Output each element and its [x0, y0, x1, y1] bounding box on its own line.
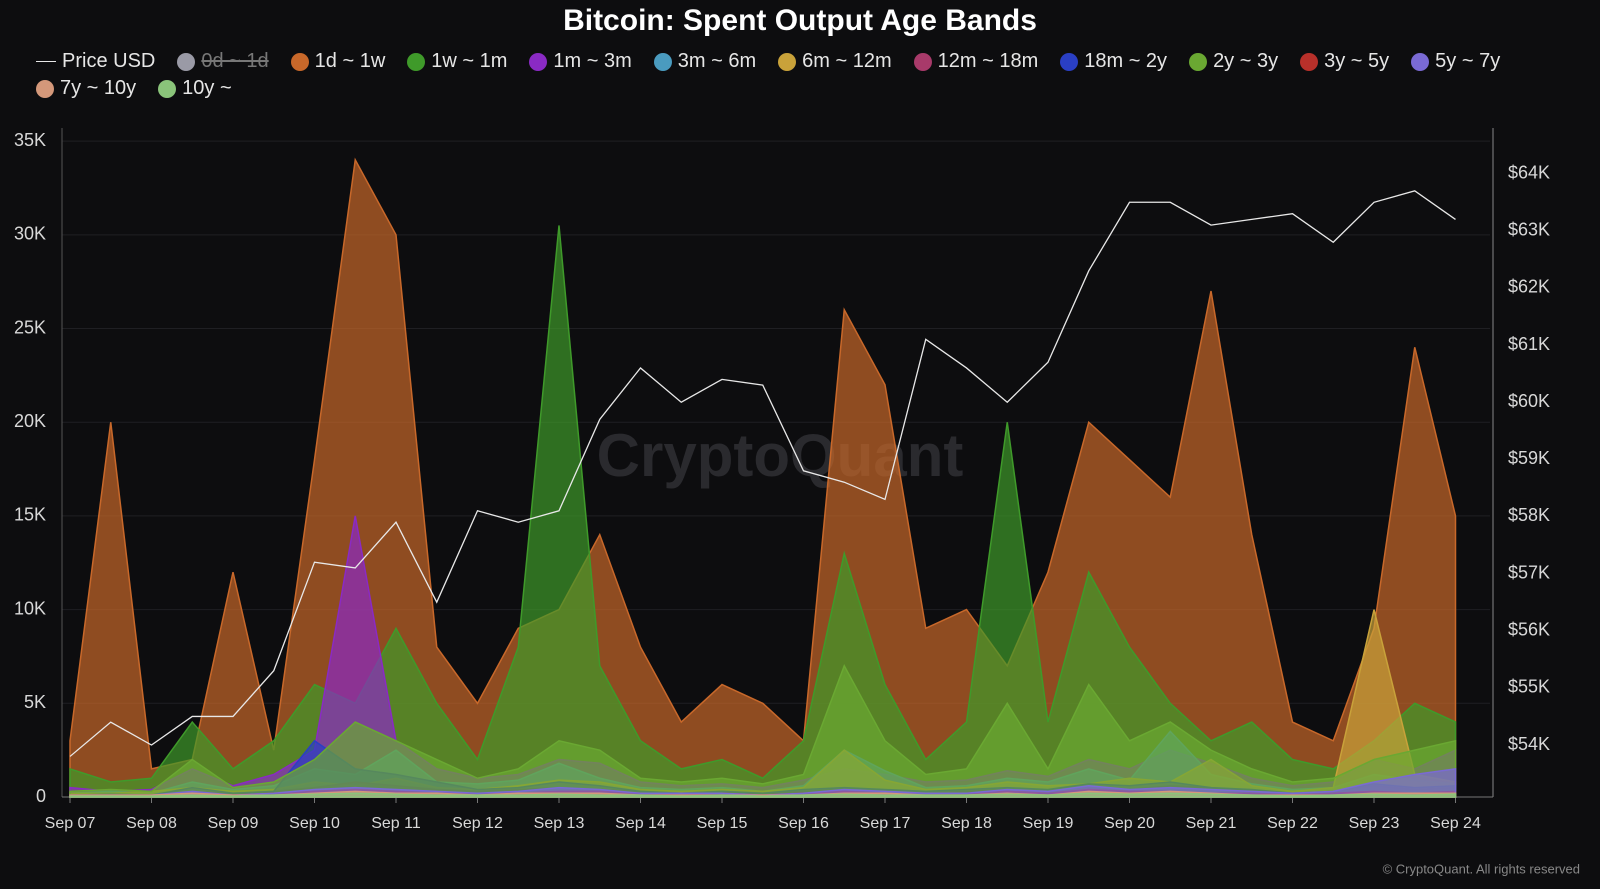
y-tick-label: 5K: [24, 692, 46, 712]
legend-label: 2y ~ 3y: [1213, 50, 1279, 72]
x-tick-label: Sep 16: [778, 815, 829, 832]
legend-item[interactable]: 7y ~ 10y: [36, 77, 136, 100]
area: [69, 768, 1457, 798]
y2-tick-label: $58K: [1508, 505, 1550, 525]
y2-tick-label: $64K: [1508, 162, 1550, 182]
legend-label: 5y ~ 7y: [1435, 50, 1501, 72]
legend-label: Price USD: [62, 50, 156, 72]
x-tick-label: Sep 07: [45, 815, 96, 832]
legend-item[interactable]: 6m ~ 12m: [778, 50, 892, 73]
x-tick-label: Sep 17: [860, 815, 911, 832]
legend-label: 10y ~: [182, 77, 232, 99]
legend: Price USD 0d ~ 1d 1d ~ 1w 1w ~ 1m 1m ~ 3m 3m …: [36, 50, 1576, 100]
watermark: CryptoQuant: [597, 422, 964, 489]
legend-swatch: [158, 79, 177, 98]
chart-title: Bitcoin: Spent Output Age Bands: [563, 4, 1037, 37]
y2-tick-label: $62K: [1508, 277, 1550, 297]
x-tick-label: Sep 10: [289, 815, 340, 832]
legend-item[interactable]: 3m ~ 6m: [653, 50, 757, 73]
y2-tick-label: $57K: [1508, 562, 1550, 582]
legend-swatch: [290, 52, 309, 71]
x-tick-label: Sep 14: [615, 815, 666, 832]
y-tick-label: 20K: [14, 411, 46, 431]
y2-tick-label: $56K: [1508, 619, 1550, 639]
x-tick-label: Sep 23: [1349, 815, 1400, 832]
legend-item[interactable]: 18m ~ 2y: [1060, 50, 1167, 73]
legend-label: 7y ~ 10y: [60, 77, 137, 99]
x-tick-label: Sep 09: [208, 815, 259, 832]
legend-label: 18m ~ 2y: [1084, 50, 1168, 72]
x-tick-label: Sep 12: [452, 815, 503, 832]
area: [69, 792, 1457, 798]
legend-item[interactable]: 1w ~ 1m: [407, 50, 507, 73]
legend-label: 3y ~ 5y: [1324, 50, 1390, 72]
legend-swatch: [653, 52, 672, 71]
legend-swatch: [36, 79, 54, 98]
y2-tick-label: $59K: [1508, 448, 1550, 468]
x-tick-label: Sep 22: [1267, 815, 1318, 832]
y2-tick-label: $55K: [1508, 677, 1550, 697]
x-tick-label: Sep 19: [1023, 815, 1074, 832]
legend-swatch: [36, 61, 56, 62]
legend-swatch: [177, 52, 196, 71]
y-tick-label: 15K: [14, 505, 46, 525]
legend-item[interactable]: 0d ~ 1d: [177, 50, 269, 73]
y2-tick-label: $63K: [1508, 220, 1550, 240]
legend-item[interactable]: 12m ~ 18m: [913, 50, 1039, 73]
legend-item[interactable]: 5y ~ 7y: [1411, 50, 1500, 73]
legend-item[interactable]: 10y ~: [158, 77, 232, 100]
legend-item[interactable]: 2y ~ 3y: [1189, 50, 1278, 73]
legend-swatch: [913, 52, 932, 71]
legend-swatch: [778, 52, 797, 71]
x-tick-label: Sep 08: [126, 815, 177, 832]
y2-tick-label: $61K: [1508, 334, 1550, 354]
legend-label: 1w ~ 1m: [431, 50, 508, 72]
legend-label: 1m ~ 3m: [553, 50, 632, 72]
legend-label: 3m ~ 6m: [677, 50, 757, 72]
y-tick-label: 30K: [14, 224, 46, 244]
x-tick-label: Sep 18: [941, 815, 992, 832]
legend-item[interactable]: Price USD: [36, 50, 155, 73]
legend-swatch: [1300, 52, 1319, 71]
x-tick-label: Sep 13: [534, 815, 585, 832]
legend-item[interactable]: 1d ~ 1w: [290, 50, 386, 73]
legend-label: 1d ~ 1w: [314, 50, 386, 72]
price-line: [69, 190, 1456, 757]
legend-swatch: [407, 52, 426, 71]
y-tick-label: 25K: [14, 317, 46, 337]
footer: © CryptoQuant. All rights reserved: [1383, 861, 1580, 876]
legend-swatch: [529, 52, 548, 71]
x-tick-label: Sep 15: [697, 815, 748, 832]
x-tick-label: Sep 21: [1186, 815, 1237, 832]
x-tick-label: Sep 24: [1430, 815, 1481, 832]
y2-tick-label: $54K: [1508, 734, 1550, 754]
area: [69, 225, 1457, 798]
legend-label: 6m ~ 12m: [802, 50, 892, 72]
y-tick-label: 0: [36, 786, 46, 806]
legend-item[interactable]: 3y ~ 5y: [1300, 50, 1389, 73]
legend-swatch: [1060, 52, 1079, 71]
legend-label: 12m ~ 18m: [937, 50, 1039, 72]
x-tick-label: Sep 20: [1104, 815, 1155, 832]
y-tick-label: 35K: [14, 130, 46, 150]
legend-swatch: [1189, 52, 1208, 71]
legend-label: 0d ~ 1d: [201, 50, 269, 72]
legend-item[interactable]: 1m ~ 3m: [529, 50, 632, 73]
x-tick-label: Sep 11: [371, 815, 421, 832]
legend-swatch: [1411, 52, 1430, 71]
y2-tick-label: $60K: [1508, 391, 1550, 411]
area: [69, 664, 1457, 798]
y-tick-label: 10K: [14, 598, 46, 618]
